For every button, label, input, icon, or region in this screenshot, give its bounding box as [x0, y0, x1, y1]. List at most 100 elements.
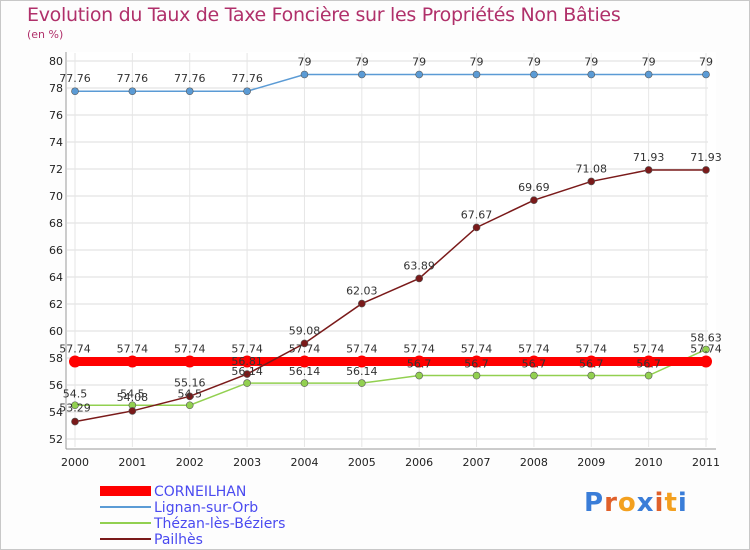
data-label: 56.81 [231, 355, 263, 368]
data-point [183, 355, 196, 368]
data-point [530, 196, 538, 204]
y-tick-label: 76 [49, 109, 63, 122]
data-point [300, 339, 309, 348]
y-tick-label: 66 [49, 244, 63, 257]
data-point [128, 407, 137, 415]
data-point [587, 177, 596, 186]
data-point [71, 87, 79, 96]
data-point [702, 345, 710, 354]
data-label: 59.08 [289, 324, 321, 337]
legend-label: Thézan-lès-Béziers [153, 516, 285, 532]
data-point [700, 355, 712, 368]
data-point [415, 274, 423, 283]
x-tick-label: 2008 [520, 456, 548, 469]
data-point [702, 70, 710, 79]
data-label: 63.89 [403, 259, 435, 272]
x-tick-label: 2000 [61, 456, 89, 469]
y-tick-label: 58 [49, 352, 63, 365]
y-tick-label: 64 [49, 271, 63, 284]
data-label: 57.74 [117, 343, 149, 356]
data-label: 57.74 [289, 343, 321, 356]
data-point [243, 379, 251, 387]
data-label: 71.93 [690, 151, 722, 164]
logo-letter: x [636, 488, 655, 518]
data-label: 62.03 [346, 285, 378, 298]
data-point [587, 70, 596, 79]
x-tick-label: 2002 [176, 456, 204, 469]
y-tick-label: 52 [49, 433, 63, 446]
data-point [530, 70, 538, 79]
data-label: 77.76 [174, 72, 206, 85]
logo-letter: t [664, 488, 678, 518]
data-label: 77.76 [117, 72, 149, 85]
data-label: 54.5 [63, 387, 88, 400]
x-tick-label: 2005 [348, 456, 376, 469]
data-label: 79 [355, 56, 369, 69]
data-point [472, 70, 481, 79]
x-tick-label: 2001 [118, 456, 146, 469]
data-label: 79 [642, 56, 656, 69]
data-point [527, 355, 540, 368]
data-point [413, 355, 426, 368]
data-label: 54.5 [177, 387, 202, 400]
data-point [241, 355, 254, 368]
data-label: 56.14 [231, 365, 263, 378]
data-point [128, 87, 137, 96]
data-point [185, 87, 194, 96]
y-tick-label: 72 [49, 163, 63, 176]
logo-letter: r [604, 488, 618, 518]
data-label: 79 [584, 56, 598, 69]
data-label: 57.74 [59, 343, 91, 356]
data-point [243, 87, 251, 96]
data-label: 69.69 [518, 181, 550, 194]
data-label: 56.14 [289, 365, 321, 378]
data-label: 58.63 [690, 331, 722, 344]
x-tick-label: 2010 [635, 456, 663, 469]
y-tick-label: 70 [49, 190, 63, 203]
data-label: 57.74 [576, 343, 608, 356]
x-tick-label: 2004 [290, 456, 318, 469]
data-label: 53.29 [59, 402, 91, 415]
data-label: 71.93 [633, 151, 665, 164]
y-tick-label: 74 [49, 136, 63, 149]
series-line-pailh-s [74, 169, 706, 423]
data-label: 77.76 [59, 72, 91, 85]
chart-title: Evolution du Taux de Taxe Foncière sur l… [27, 4, 621, 26]
data-label: 71.08 [576, 162, 608, 175]
logo-letter: i [654, 488, 665, 518]
proxiti-logo: Proxiti [584, 488, 688, 518]
data-point [644, 166, 653, 174]
data-label: 79 [527, 56, 541, 69]
data-label: 57.74 [231, 343, 263, 356]
legend-label: Pailhès [154, 532, 203, 548]
data-point [126, 355, 139, 368]
data-label: 57.74 [461, 343, 493, 356]
data-point [415, 70, 423, 79]
data-point [300, 379, 309, 387]
legend-swatch [100, 486, 151, 496]
legend-label: Lignan-sur-Orb [154, 500, 258, 516]
data-label: 54.08 [117, 391, 149, 404]
x-tick-label: 2009 [577, 456, 605, 469]
data-point [358, 70, 366, 79]
data-label: 79 [412, 56, 426, 69]
data-label: 56.7 [464, 358, 489, 371]
data-point [243, 370, 251, 378]
data-label: 56.7 [636, 358, 661, 371]
x-tick-label: 2007 [463, 456, 491, 469]
data-point [472, 223, 481, 232]
data-point [587, 371, 596, 380]
data-label: 57.74 [346, 343, 378, 356]
data-label: 56.7 [579, 358, 604, 371]
data-label: 57.74 [174, 343, 206, 356]
data-point [585, 355, 598, 368]
data-label: 79 [470, 56, 484, 69]
data-label: 67.67 [461, 208, 493, 221]
data-point [470, 355, 483, 368]
data-point [530, 371, 538, 380]
data-point [185, 392, 194, 401]
y-axis-unit: (en %) [27, 28, 64, 41]
logo-letter: i [677, 488, 688, 518]
y-tick-label: 62 [49, 298, 63, 311]
